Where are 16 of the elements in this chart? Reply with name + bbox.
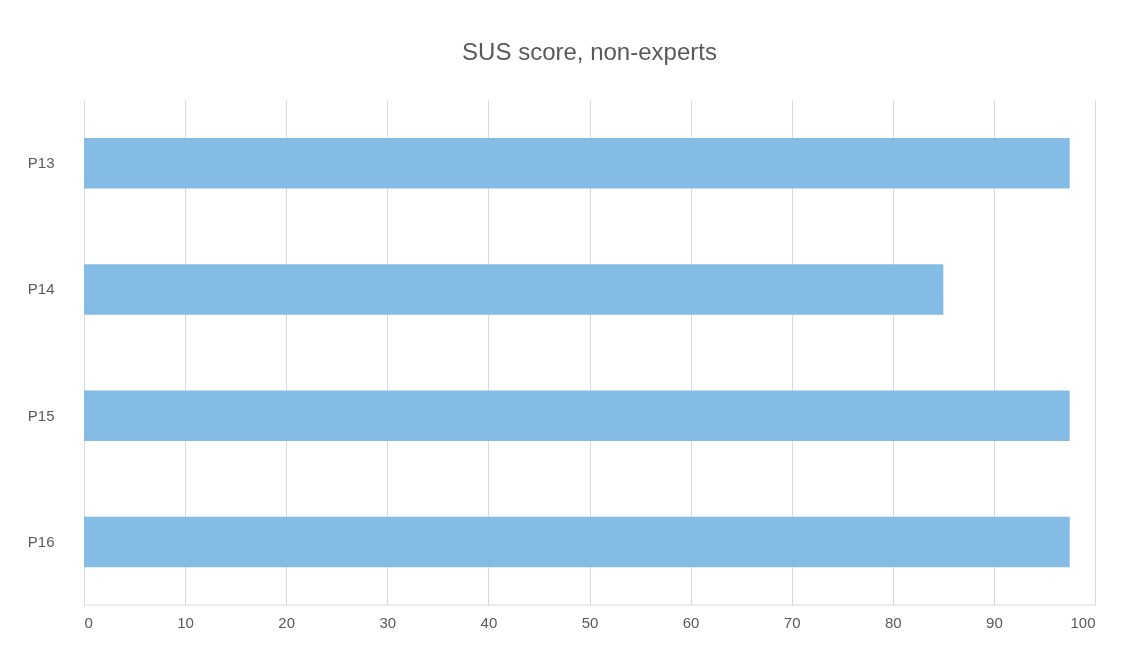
chart-title: SUS score, non-experts (462, 38, 717, 65)
x-tick-label: 50 (581, 613, 599, 631)
y-tick-label: P13 (27, 154, 55, 172)
x-tick-label: 40 (480, 613, 498, 631)
x-tick-label: 100 (1070, 613, 1096, 631)
y-tick-label: P14 (27, 280, 55, 298)
x-tick-label: 10 (177, 613, 194, 631)
x-tick-label: 30 (379, 613, 397, 631)
x-tick-label: 0 (84, 613, 93, 631)
y-tick-label: P15 (27, 406, 55, 424)
x-tick-label: 80 (884, 613, 902, 631)
x-tick-label: 60 (682, 613, 700, 631)
x-tick-label: 70 (783, 613, 801, 631)
x-tick-label: 20 (278, 613, 296, 631)
y-tick-label: P16 (27, 532, 55, 550)
x-tick-label: 90 (986, 613, 1003, 631)
